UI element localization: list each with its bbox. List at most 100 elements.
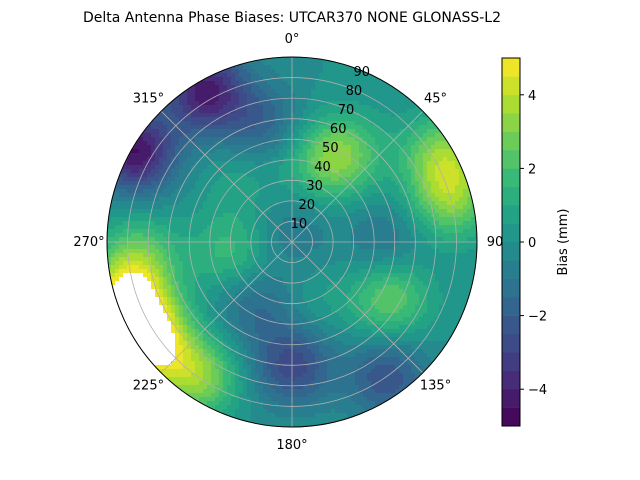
contour-cell <box>275 253 280 258</box>
contour-cell <box>195 189 200 194</box>
contour-cell <box>175 205 180 210</box>
contour-cell <box>235 165 240 170</box>
contour-cell <box>299 141 304 146</box>
contour-cell <box>191 137 196 142</box>
contour-cell <box>311 229 316 234</box>
contour-cell <box>295 241 300 246</box>
contour-cell <box>323 125 328 130</box>
contour-cell <box>403 273 408 278</box>
contour-cell <box>351 85 356 90</box>
contour-cell <box>319 105 324 110</box>
contour-cell <box>107 245 112 250</box>
contour-cell <box>311 125 316 130</box>
contour-cell <box>199 269 204 274</box>
contour-cell <box>135 169 140 174</box>
contour-cell <box>415 181 420 186</box>
contour-cell <box>403 185 408 190</box>
contour-cell <box>183 241 188 246</box>
contour-cell <box>363 133 368 138</box>
contour-cell <box>167 193 172 198</box>
contour-cell <box>267 97 272 102</box>
contour-cell <box>299 241 304 246</box>
contour-cell <box>243 289 248 294</box>
contour-cell <box>155 153 160 158</box>
contour-cell <box>355 173 360 178</box>
contour-cell <box>395 101 400 106</box>
contour-cell <box>127 161 132 166</box>
contour-cell <box>159 217 164 222</box>
contour-cell <box>235 213 240 218</box>
contour-cell <box>127 305 132 310</box>
contour-cell <box>455 217 460 222</box>
contour-cell <box>423 113 428 118</box>
contour-cell <box>411 109 416 114</box>
contour-cell <box>291 193 296 198</box>
contour-cell <box>199 177 204 182</box>
contour-cell <box>359 85 364 90</box>
contour-cell <box>207 217 212 222</box>
contour-cell <box>303 213 308 218</box>
contour-cell <box>319 285 324 290</box>
contour-cell <box>455 261 460 266</box>
contour-cell <box>143 149 148 154</box>
contour-cell <box>287 269 292 274</box>
contour-cell <box>379 89 384 94</box>
contour-cell <box>383 281 388 286</box>
contour-cell <box>415 129 420 134</box>
contour-cell <box>323 221 328 226</box>
contour-cell <box>271 257 276 262</box>
contour-cell <box>415 137 420 142</box>
contour-cell <box>303 237 308 242</box>
contour-cell <box>359 229 364 234</box>
contour-cell <box>171 109 176 114</box>
contour-cell <box>195 197 200 202</box>
contour-cell <box>299 181 304 186</box>
contour-cell <box>199 241 204 246</box>
contour-cell <box>339 89 344 94</box>
contour-cell <box>423 221 428 226</box>
contour-cell <box>243 129 248 134</box>
contour-cell <box>175 305 180 310</box>
contour-cell <box>199 181 204 186</box>
contour-cell <box>343 229 348 234</box>
contour-cell <box>115 205 120 210</box>
contour-cell <box>159 221 164 226</box>
contour-cell <box>227 77 232 82</box>
contour-cell <box>275 185 280 190</box>
contour-cell <box>151 237 156 242</box>
contour-cell <box>343 165 348 170</box>
contour-cell <box>247 185 252 190</box>
contour-cell <box>231 141 236 146</box>
contour-cell <box>267 181 272 186</box>
contour-cell <box>287 201 292 206</box>
contour-cell <box>271 113 276 118</box>
contour-cell <box>235 133 240 138</box>
contour-cell <box>427 265 432 270</box>
contour-cell <box>271 265 276 270</box>
contour-cell <box>399 153 404 158</box>
contour-cell <box>199 289 204 294</box>
contour-cell <box>391 109 396 114</box>
contour-cell <box>259 177 264 182</box>
contour-cell <box>155 161 160 166</box>
contour-cell <box>435 285 440 290</box>
contour-cell <box>207 161 212 166</box>
contour-cell <box>191 177 196 182</box>
contour-cell <box>251 93 256 98</box>
contour-cell <box>227 225 232 230</box>
contour-cell <box>247 149 252 154</box>
contour-cell <box>271 65 276 70</box>
contour-cell <box>279 105 284 110</box>
contour-cell <box>183 237 188 242</box>
contour-cell <box>391 97 396 102</box>
contour-cell <box>203 169 208 174</box>
contour-cell <box>383 265 388 270</box>
contour-cell <box>231 97 236 102</box>
contour-cell <box>139 189 144 194</box>
contour-cell <box>131 245 136 250</box>
contour-cell <box>211 261 216 266</box>
contour-cell <box>131 165 136 170</box>
contour-cell <box>315 253 320 258</box>
contour-cell <box>443 289 448 294</box>
contour-cell <box>331 209 336 214</box>
